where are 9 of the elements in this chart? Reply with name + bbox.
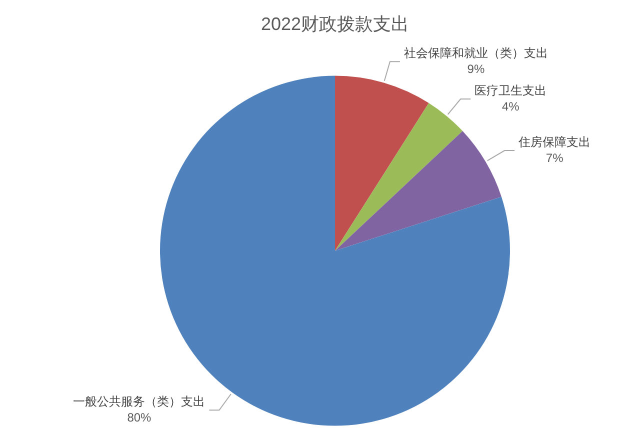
slice-label: 医疗卫生支出 — [474, 83, 547, 98]
data-label: 80% — [127, 410, 152, 424]
chart-title: 2022财政拨款支出 — [260, 14, 410, 34]
data-label: 4% — [502, 99, 520, 114]
slice-label: 一般公共服务（类）支出 — [73, 394, 206, 408]
data-label: 7% — [546, 150, 564, 165]
slice-label: 住房保障支出 — [518, 134, 591, 149]
data-label: 9% — [467, 62, 485, 76]
slice-label: 社会保障和就业（类）支出 — [404, 46, 548, 60]
